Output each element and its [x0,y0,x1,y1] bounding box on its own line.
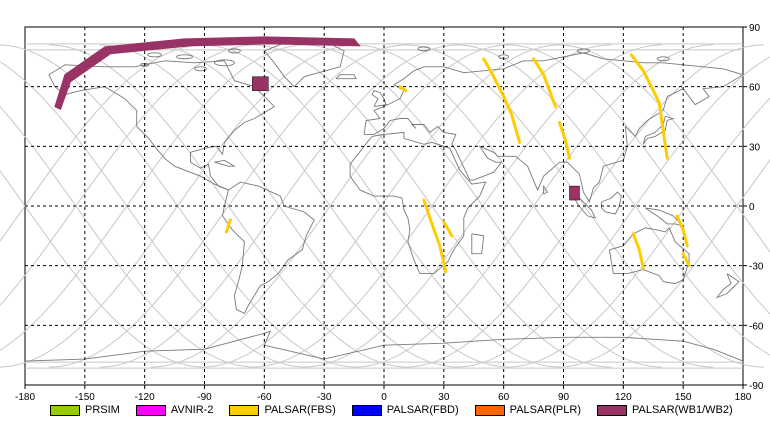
acquisition-2 [569,185,580,201]
acquisition-13 [681,252,691,268]
acquisition-7 [422,198,448,274]
coastline-japan [642,115,675,145]
legend-swatch [597,404,627,416]
x-tick-label: 90 [558,392,570,403]
acquisition-3 [482,57,522,144]
x-tick-label: 120 [615,392,632,403]
coastline-australia [608,227,690,285]
map-frame [24,26,744,386]
acquisition-5 [558,121,571,160]
y-tick-label: 90 [749,23,761,34]
legend-item: PALSAR(FBS) [229,404,336,416]
acquisition-layer [54,36,691,274]
coastline-cuba [214,159,237,167]
coastline-island-8 [417,46,431,52]
acquisition-9 [398,85,408,93]
axis-ticks: -180 -150 -120 -90 -60 -30 0 30 60 90 120 150 180 90 6… [15,23,764,403]
coastline-island-2 [147,52,163,58]
legend-swatch [135,404,166,416]
acquisition-6 [629,53,669,160]
x-tick-label: -120 [135,392,155,403]
legend-label: PALSAR(FBS) [264,404,336,416]
orbit-track-14-1 [557,44,770,253]
coastline-iceland [335,74,357,80]
coastline-new-zealand [715,273,740,299]
coastline-north-america [48,60,276,191]
legend-label: PALSAR(FBD) [386,404,459,416]
x-tick-label: -30 [317,392,332,403]
legend-item: PALSAR(FBD) [351,404,459,416]
orbit-track-10-1 [354,44,714,368]
x-tick-label: -180 [15,392,35,403]
legend-swatch [351,404,382,416]
coastline-island-0 [176,54,194,60]
legend-label: PRSIM [85,404,120,416]
acquisition-0 [54,36,361,110]
y-tick-label: -30 [749,262,764,273]
orbit-track-6-1 [150,44,510,368]
x-tick-label: 30 [438,392,450,403]
acquisition-10 [442,220,454,238]
y-tick-label: 60 [749,83,761,94]
acquisition-8 [224,218,232,234]
acquisition-4 [532,57,557,109]
coastline-new-guinea [645,207,685,227]
coastline-uk [371,90,387,108]
coastline-island-5 [576,48,590,54]
legend-swatch [229,404,260,416]
y-tick-label: 30 [749,142,761,153]
x-tick-label: -90 [197,392,212,403]
legend-item: PALSAR(PLR) [474,404,581,416]
orbit-track-8-1 [252,44,612,368]
coastline-madagascar [471,233,485,255]
acquisition-1 [252,76,269,91]
orbit-track-12-1 [455,44,770,356]
legend-swatch [474,404,505,416]
legend-label: AVNIR-2 [170,404,214,416]
legend-item: AVNIR-2 [135,404,214,416]
y-tick-label: -60 [749,321,764,332]
x-tick-label: 60 [498,392,510,403]
coastline-island-7 [194,66,207,72]
coastline-sri-lanka [543,184,549,195]
acquisition-12 [675,214,689,248]
legend-label: PALSAR(PLR) [509,404,581,416]
legend-item: PRSIM [50,404,120,416]
x-tick-label: -60 [257,392,272,403]
coastline-europe-asia [363,52,745,204]
x-tick-label: 150 [675,392,692,403]
orbit-track-2-1 [0,61,307,368]
y-tick-label: 0 [749,202,755,213]
legend-label: PALSAR(WB1/WB2) [632,404,733,416]
legend: PRSIM AVNIR-2 PALSAR(FBS) PALSAR(FBD) PALSAR… [50,402,733,418]
coastline-antarctica [24,330,744,362]
legend-swatch [50,404,80,416]
coastline-island-1 [213,59,235,67]
y-tick-label: -90 [749,381,764,392]
coastline-island-3 [227,48,241,54]
coastline-island-6 [656,56,670,62]
coastline-africa [349,131,487,275]
x-tick-label: 0 [381,392,387,403]
x-tick-label: 180 [735,392,752,403]
acquisition-11 [631,232,645,270]
legend-item: PALSAR(WB1/WB2) [597,404,733,416]
x-tick-label: -150 [75,392,95,403]
